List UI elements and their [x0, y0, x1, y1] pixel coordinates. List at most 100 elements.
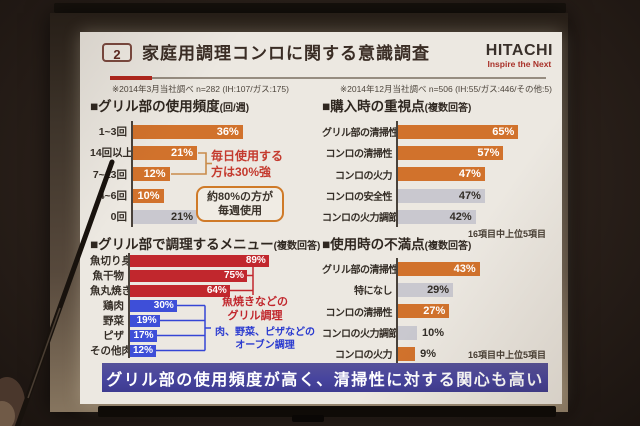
bar-track: 30% — [128, 298, 318, 313]
slide-number-badge: 2 — [102, 43, 132, 62]
bar — [398, 325, 417, 340]
bar: 47% — [398, 167, 485, 182]
bar-track: 36% — [131, 121, 318, 143]
value-label: 89% — [245, 255, 266, 266]
value-label: 12% — [143, 168, 166, 181]
category-label: コンロの清掃性 — [325, 307, 393, 319]
chart-usage-complaints: ■使用時の不満点(複数回答) グリル部の清掃性 43% 特になし 29% コンロの清掃性… — [322, 232, 548, 365]
value-label: 21% — [171, 146, 194, 159]
value-label: 12% — [132, 345, 153, 356]
bar: 36% — [133, 124, 243, 139]
bar: 42% — [398, 209, 476, 224]
category-label: コンロの火力調節 — [322, 329, 399, 341]
bar-track: 57% — [396, 142, 548, 164]
category-label: 魚切り身 — [90, 255, 132, 267]
value-label: 17% — [133, 330, 154, 341]
category-label: 7~13回 — [92, 168, 127, 181]
annotation-oven-cooking: 肉、野菜、ピザなどの オーブン調理 — [215, 327, 315, 351]
bar-track: 17% — [128, 328, 318, 343]
bar-track: 12% — [131, 163, 318, 185]
chart-title: ■使用時の不満点(複数回答) — [322, 233, 471, 253]
category-label: 14回以上 — [90, 147, 134, 160]
chart-title-suffix: (回/週) — [219, 103, 250, 114]
value-label: 10% — [422, 326, 445, 339]
chart-row: 特になし 29% — [322, 279, 548, 301]
category-label: 4~6回 — [98, 190, 127, 203]
screen-bottom-bar — [98, 406, 556, 417]
chart-title-suffix: (複数回答) — [424, 103, 472, 114]
chart-row: 1~3回 36% — [90, 121, 318, 143]
screen-bottom-handle — [292, 415, 324, 422]
chart-row: コンロの安全性 47% — [322, 184, 548, 207]
header-rule-red-accent — [110, 76, 152, 80]
bar: 12% — [133, 167, 170, 182]
value-label: 19% — [136, 315, 157, 326]
value-label: 9% — [420, 347, 436, 360]
chart-title: ■グリル部の使用頻度(回/週) — [90, 95, 249, 115]
category-label: 特になし — [354, 286, 393, 298]
bar: 19% — [130, 314, 160, 327]
bar: 21% — [133, 145, 198, 160]
bar-track: 64% — [128, 283, 318, 298]
bar: 21% — [133, 209, 198, 224]
value-label: 47% — [458, 189, 481, 202]
chart-row: グリル部の清掃性 43% — [322, 258, 548, 280]
survey-note-right: ※2014年12月当社調べ n=506 (IH:55/ガス:446/その他:5) — [340, 84, 552, 94]
value-label: 64% — [206, 285, 227, 296]
chart-row: コンロの火力調節 10% — [322, 321, 548, 344]
category-label: 魚干物 — [92, 270, 125, 282]
chart-footnote: 16項目中上位5項目 — [467, 350, 546, 360]
screen-top-casing — [54, 3, 566, 13]
category-label: コンロの火力 — [335, 350, 393, 362]
category-label: グリル部の清掃性 — [322, 128, 399, 140]
bar-track: 65% — [396, 121, 548, 143]
bar: 64% — [130, 284, 230, 297]
chart-title-text: ■グリル部の使用頻度 — [90, 99, 220, 114]
conclusion-banner: グリル部の使用頻度が高く、清掃性に対する関心も高い — [102, 363, 548, 392]
chart-purchase-priorities: ■購入時の重視点(複数回答) グリル部の清掃性 65% コンロの清掃性 57% コンロの… — [322, 94, 548, 240]
chart-rows: グリル部の清掃性 43% 特になし 29% コンロの清掃性 27% コンロの火力調節 10% コ… — [322, 258, 548, 365]
value-label: 57% — [477, 146, 500, 159]
chart-title-text: ■購入時の重視点 — [322, 99, 425, 114]
value-label: 75% — [223, 270, 244, 281]
chart-row: コンロの清掃性 27% — [322, 300, 548, 322]
chart-title-suffix: (複数回答) — [424, 241, 472, 252]
value-label: 10% — [137, 189, 160, 202]
category-label: グリル部の清掃性 — [322, 265, 399, 277]
bar: 65% — [398, 124, 519, 139]
value-label: 42% — [449, 210, 472, 223]
category-label: ピザ — [103, 330, 124, 342]
slide-title: 家庭用調理コンロに関する意識調査 — [142, 44, 430, 63]
chart-row: 魚切り身 89% — [90, 253, 318, 268]
bar: 43% — [398, 261, 480, 276]
value-label: 43% — [453, 262, 476, 275]
chart-row: 14回以上 21% — [90, 142, 318, 164]
chart-row: コンロの火力 47% — [322, 163, 548, 185]
annotation-daily-use: 毎日使用する 方は30%強 — [211, 149, 284, 179]
chart-title-text: ■使用時の不満点 — [322, 237, 425, 252]
category-label: 鶏肉 — [103, 300, 124, 312]
logo-slogan-text: Inspire the Next — [487, 58, 552, 69]
value-label: 36% — [216, 125, 239, 138]
bar: 75% — [130, 269, 247, 282]
bar-track: 27% — [396, 300, 548, 322]
bar-track: 9% — [396, 343, 548, 365]
bar-track: 19% — [128, 313, 318, 328]
category-label: 0回 — [110, 211, 127, 224]
bar-track: 42% — [396, 206, 548, 228]
bar: 27% — [398, 304, 450, 319]
logo-brand-text: HITACHI — [485, 42, 553, 59]
chart-rows: グリル部の清掃性 65% コンロの清掃性 57% コンロの火力 47% コンロの安全性 47%… — [322, 121, 548, 228]
bar: 29% — [398, 282, 454, 297]
bar-track: 29% — [396, 279, 548, 301]
category-label: 魚丸焼き — [90, 285, 132, 297]
category-label: コンロの火力調節 — [322, 213, 399, 225]
chart-row: 魚干物 75% — [90, 268, 318, 283]
bar-track: 43% — [396, 258, 548, 280]
bar: 89% — [130, 254, 269, 267]
chart-title-suffix: (複数回答) — [273, 241, 321, 252]
chart-footnote: 16項目中上位5項目 — [467, 229, 546, 239]
chart-row: 7~13回 12% — [90, 163, 318, 185]
value-label: 29% — [427, 283, 450, 296]
